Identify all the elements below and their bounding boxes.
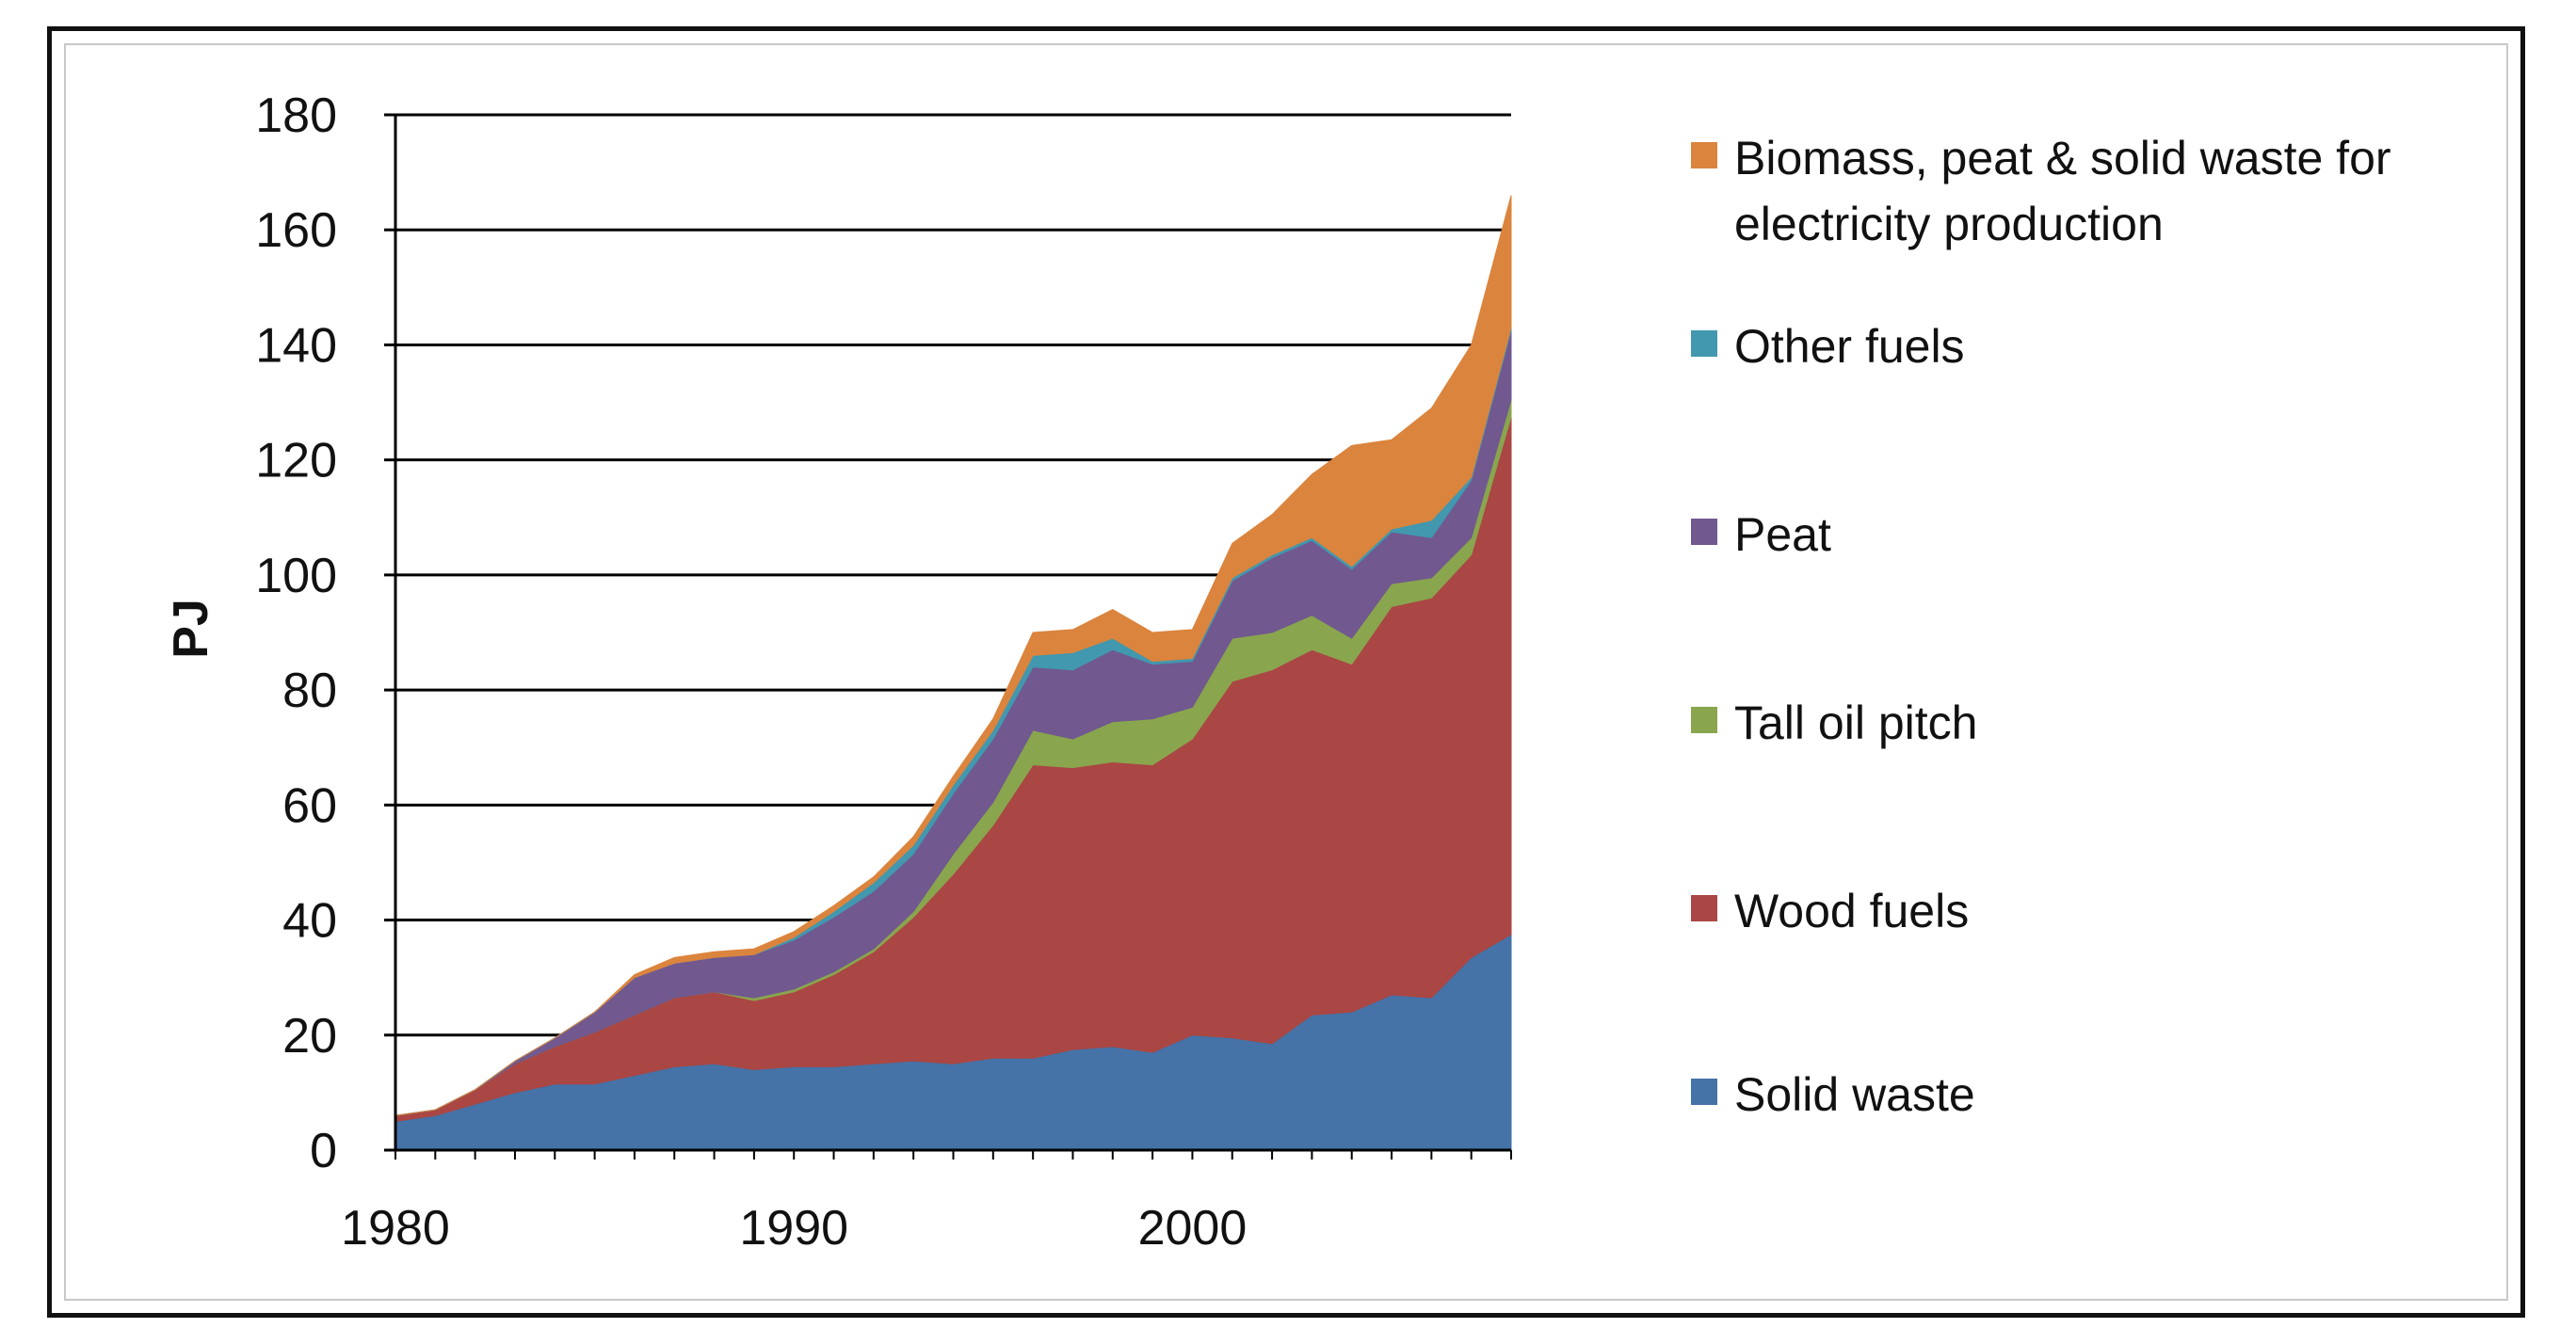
y-axis-title: PJ [164,599,218,659]
y-tick-label: 160 [255,203,337,258]
area-series [394,195,1512,1151]
y-tick-label: 120 [255,434,337,488]
legend: Biomass, peat & solid waste for electrici… [1691,132,2391,1121]
y-tick-label: 60 [282,778,337,833]
x-tick-labels: 1980 1990 2000 [341,1201,1247,1256]
legend-swatch [1691,895,1717,921]
legend-label: Solid waste [1734,1068,1975,1121]
legend-swatch [1691,707,1717,733]
y-tick-label: 0 [310,1124,337,1178]
x-tick-label: 1980 [341,1201,450,1256]
axes [384,113,1512,1160]
legend-label: Other fuels [1734,320,1965,373]
legend-swatch [1691,519,1717,545]
y-tick-label: 80 [282,664,337,718]
legend-label: electricity production [1734,198,2164,250]
legend-label: Biomass, peat & solid waste for [1734,132,2391,184]
legend-item: Peat [1691,508,1831,561]
y-tick-label: 140 [255,318,337,373]
chart-outer-border [47,26,2525,1318]
legend-label: Tall oil pitch [1734,696,1977,749]
legend-label: Wood fuels [1734,885,1969,937]
legend-item: Wood fuels [1691,885,1969,937]
y-tick-label: 180 [255,88,337,143]
y-tick-label: 40 [282,894,337,949]
x-tick-label: 2000 [1138,1201,1248,1256]
legend-swatch [1691,142,1717,168]
legend-item: Tall oil pitch [1691,696,1977,749]
legend-swatch [1691,1079,1717,1105]
y-tick-label: 20 [282,1009,337,1064]
legend-item: Biomass, peat & solid waste for electrici… [1691,132,2391,250]
x-tick-label: 1990 [739,1201,848,1256]
y-tick-labels: 0 20 40 60 80 100 120 140 160 180 [255,88,337,1178]
legend-swatch [1691,330,1717,357]
chart-inner-border [64,43,2508,1301]
y-tick-label: 100 [255,549,337,603]
legend-item: Solid waste [1691,1068,1975,1121]
legend-item: Other fuels [1691,320,1965,373]
legend-label: Peat [1734,508,1831,561]
area-series-5 [394,195,1512,1116]
